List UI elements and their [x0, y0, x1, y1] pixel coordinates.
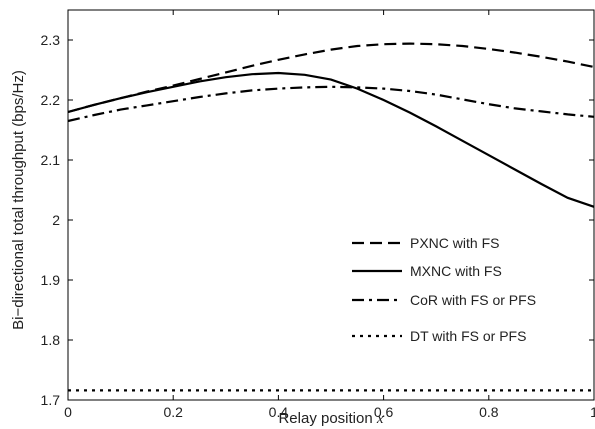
series-line-dashed [67, 42, 595, 114]
plot-frame [67, 9, 595, 401]
series-line-solid [67, 71, 595, 208]
y-tick-label: 2.1 [41, 152, 61, 168]
x-tick-label: 0.4 [269, 404, 289, 420]
y-tick-label: 2.2 [41, 92, 61, 108]
x-tick-label: 0.8 [479, 404, 499, 420]
x-axis-label-variable: x [376, 411, 384, 427]
x-tick-label: 1 [590, 404, 595, 420]
legend-label: DT with FS or PFS [410, 328, 526, 344]
legend-label: PXNC with FS [410, 235, 499, 251]
series-line-dashdot [67, 85, 595, 123]
y-tick-label: 1.8 [41, 332, 61, 348]
series-layer [67, 42, 595, 392]
y-tick-label: 1.9 [41, 272, 61, 288]
y-axis-label: Bi−directional total throughput (bps/Hz) [10, 70, 27, 330]
x-axis-label: Relay position x [278, 410, 383, 427]
x-tick-label: 0.6 [374, 404, 394, 420]
x-tick-label: 0 [64, 404, 72, 420]
plot-border [67, 9, 595, 401]
x-axis-label-text: Relay position [278, 410, 372, 427]
y-tick-label: 1.7 [41, 392, 61, 408]
x-tick-label: 0.2 [163, 404, 183, 420]
legend-label: MXNC with FS [410, 263, 502, 279]
y-axis: 1.7 1.8 1.9 2 2.1 2.2 2.3 [41, 32, 594, 408]
legend: PXNC with FS MXNC with FS CoR with FS or P… [352, 235, 536, 344]
x-axis: 0 0.2 0.4 0.6 0.8 1 [64, 10, 595, 420]
y-tick-label: 2.3 [41, 32, 61, 48]
legend-label: CoR with FS or PFS [410, 292, 536, 308]
y-tick-label: 2 [52, 212, 60, 228]
